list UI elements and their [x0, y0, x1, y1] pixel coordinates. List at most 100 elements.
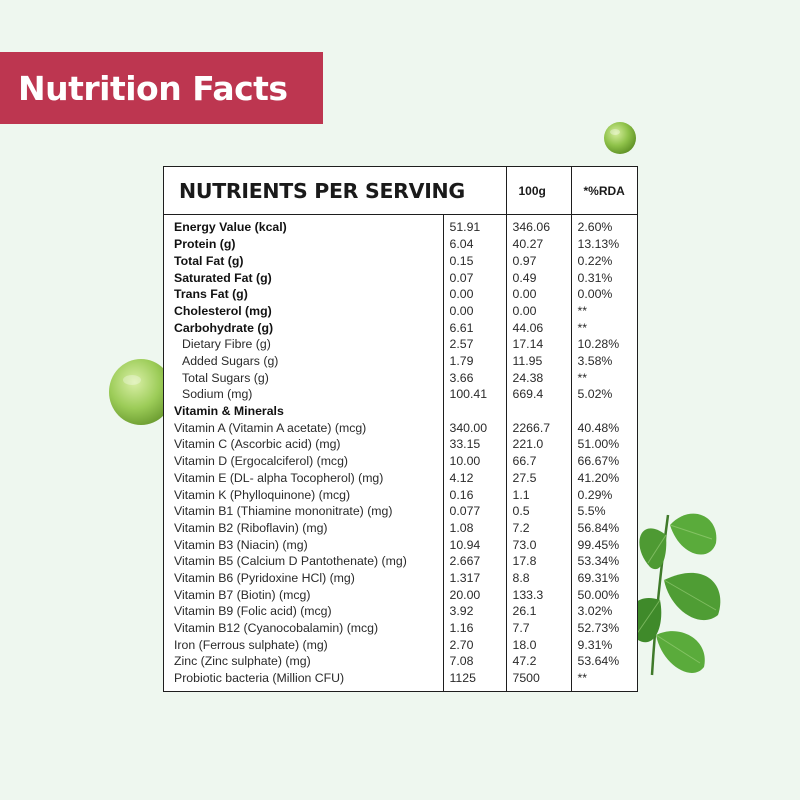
per-100g-value-cell: 27.5: [505, 469, 571, 487]
per-serving-value-cell: 10.94: [442, 536, 506, 553]
table-row: Saturated Fat (g) 0.07 0.49 0.31%: [164, 269, 637, 286]
nutrient-name-cell: Total Fat (g): [174, 253, 244, 268]
per-100g-value-cell: 26.1: [505, 603, 571, 620]
page-title: Nutrition Facts: [18, 68, 288, 108]
per-serving-value-cell: 0.15: [442, 252, 506, 270]
nutrient-name-cell: Trans Fat (g): [174, 287, 248, 302]
table-header-row: NUTRIENTS PER SERVING 100g *%RDA: [164, 167, 637, 215]
nutrient-name-cell: Probiotic bacteria (Million CFU): [174, 671, 345, 686]
per-serving-value-cell: 1.317: [442, 569, 506, 587]
table-row: Vitamin E (DL- alpha Tocopherol) (mg) 4.1…: [164, 469, 637, 487]
per-serving-value-cell: 6.04: [442, 235, 506, 253]
per-serving-value-cell: 0.07: [442, 269, 506, 286]
nutrient-name-cell: Protein (g): [174, 237, 236, 252]
per-100g-value-cell: 669.4: [505, 386, 571, 403]
per-100g-value-cell: 47.2: [505, 653, 571, 670]
per-serving-value-cell: 1.79: [442, 352, 506, 370]
per-100g-value-cell: 73.0: [505, 536, 571, 553]
nutrient-name-cell: Vitamin B5 (Calcium D Pantothenate) (mg): [174, 554, 407, 569]
rda-value-cell: 56.84%: [570, 519, 637, 537]
per-serving-value-cell: 1125: [442, 669, 506, 691]
per-serving-value-cell: 10.00: [442, 452, 506, 470]
rda-value-cell: **: [570, 369, 637, 387]
nutrient-name-cell: Vitamin & Minerals: [174, 404, 284, 419]
rda-value-cell: 9.31%: [570, 636, 637, 654]
per-100g-value-cell: 11.95: [505, 352, 571, 370]
rda-value-cell: 5.5%: [570, 502, 637, 520]
rda-value-cell: 2.60%: [570, 214, 637, 236]
rda-value-cell: 99.45%: [570, 536, 637, 553]
per-serving-value-cell: 0.00: [442, 285, 506, 303]
nutrient-name-cell: Vitamin B9 (Folic acid) (mcg): [174, 604, 332, 619]
nutrition-table: NUTRIENTS PER SERVING 100g *%RDA Energy …: [163, 166, 638, 692]
table-row: Vitamin B1 (Thiamine mononitrate) (mg) 0.…: [164, 502, 637, 520]
per-100g-value-cell: 66.7: [505, 452, 571, 470]
per-100g-value-cell: 221.0: [505, 436, 571, 453]
rda-value-cell: 66.67%: [570, 452, 637, 470]
per-serving-value-cell: 4.12: [442, 469, 506, 487]
per-serving-value-cell: [442, 402, 506, 420]
per-serving-value-cell: 3.66: [442, 369, 506, 387]
table-row: Total Fat (g) 0.15 0.97 0.22%: [164, 252, 637, 270]
per-serving-value-cell: 340.00: [442, 419, 506, 437]
per-serving-value-cell: 100.41: [442, 386, 506, 403]
per-100g-value-cell: 8.8: [505, 569, 571, 587]
per-serving-value-cell: 33.15: [442, 436, 506, 453]
nutrient-name-cell: Vitamin K (Phylloquinone) (mcg): [174, 487, 351, 502]
rda-value-cell: 3.58%: [570, 352, 637, 370]
nutrient-name-cell: Vitamin B12 (Cyanocobalamin) (mcg): [174, 621, 379, 636]
table-row: Trans Fat (g) 0.00 0.00 0.00%: [164, 285, 637, 303]
nutrient-name-cell: Total Sugars (g): [182, 370, 269, 385]
per-100g-value-cell: 40.27: [505, 235, 571, 253]
per-serving-value-cell: 20.00: [442, 586, 506, 604]
per-serving-value-cell: 1.08: [442, 519, 506, 537]
nutrient-name-cell: Vitamin B7 (Biotin) (mcg): [174, 587, 311, 602]
table-row: Iron (Ferrous sulphate) (mg) 2.70 18.0 9.31…: [164, 636, 637, 654]
nutrient-name-cell: Carbohydrate (g): [174, 320, 274, 335]
table-row: Vitamin B9 (Folic acid) (mcg) 3.92 26.1 3.0…: [164, 603, 637, 620]
per-100g-value-cell: 7.7: [505, 619, 571, 637]
rda-value-cell: 51.00%: [570, 436, 637, 453]
page-title-banner: Nutrition Facts: [0, 52, 323, 124]
nutrient-name-cell: Cholesterol (mg): [174, 303, 272, 318]
table-row: Added Sugars (g) 1.79 11.95 3.58%: [164, 352, 637, 370]
rda-value-cell: 0.29%: [570, 486, 637, 503]
rda-value-cell: 5.02%: [570, 386, 637, 403]
table-row: Zinc (Zinc sulphate) (mg) 7.08 47.2 53.64%: [164, 653, 637, 670]
rda-value-cell: [570, 402, 637, 420]
per-100g-value-cell: 7.2: [505, 519, 571, 537]
rda-value-cell: 53.34%: [570, 552, 637, 570]
per-serving-value-cell: 1.16: [442, 619, 506, 637]
rda-value-cell: **: [570, 302, 637, 320]
rda-value-cell: 3.02%: [570, 603, 637, 620]
pea-icon: [604, 122, 636, 154]
rda-value-cell: 50.00%: [570, 586, 637, 604]
per-100g-value-cell: [505, 402, 571, 420]
per-100g-value-cell: 2266.7: [505, 419, 571, 437]
nutrient-name-cell: Vitamin B2 (Riboflavin) (mg): [174, 520, 328, 535]
table-row: Vitamin B2 (Riboflavin) (mg) 1.08 7.2 56.84…: [164, 519, 637, 537]
per-serving-value-cell: 51.91: [442, 214, 506, 236]
nutrient-name-cell: Zinc (Zinc sulphate) (mg): [174, 654, 311, 669]
table-row: Sodium (mg) 100.41 669.4 5.02%: [164, 386, 637, 403]
per-100g-value-cell: 0.5: [505, 502, 571, 520]
per-100g-value-cell: 346.06: [505, 214, 571, 236]
table-row: Vitamin K (Phylloquinone) (mcg) 0.16 1.1 0.…: [164, 486, 637, 503]
per-serving-value-cell: 0.00: [442, 302, 506, 320]
per-100g-value-cell: 0.97: [505, 252, 571, 270]
per-100g-value-cell: 18.0: [505, 636, 571, 654]
nutrient-name-cell: Iron (Ferrous sulphate) (mg): [174, 637, 328, 652]
nutrient-name-cell: Added Sugars (g): [182, 354, 279, 369]
per-serving-value-cell: 0.077: [442, 502, 506, 520]
nutrient-name-cell: Vitamin B1 (Thiamine mononitrate) (mg): [174, 504, 393, 519]
table-row: Cholesterol (mg) 0.00 0.00 **: [164, 302, 637, 320]
per-100g-value-cell: 17.14: [505, 336, 571, 353]
rda-value-cell: 52.73%: [570, 619, 637, 637]
table-row: Total Sugars (g) 3.66 24.38 **: [164, 369, 637, 387]
nutrition-facts-table: NUTRIENTS PER SERVING 100g *%RDA Energy …: [164, 167, 637, 691]
table-row: Protein (g) 6.04 40.27 13.13%: [164, 235, 637, 253]
nutrient-name-cell: Sodium (mg): [182, 387, 253, 402]
per-100g-value-cell: 17.8: [505, 552, 571, 570]
rda-value-cell: 41.20%: [570, 469, 637, 487]
rda-value-cell: **: [570, 669, 637, 691]
